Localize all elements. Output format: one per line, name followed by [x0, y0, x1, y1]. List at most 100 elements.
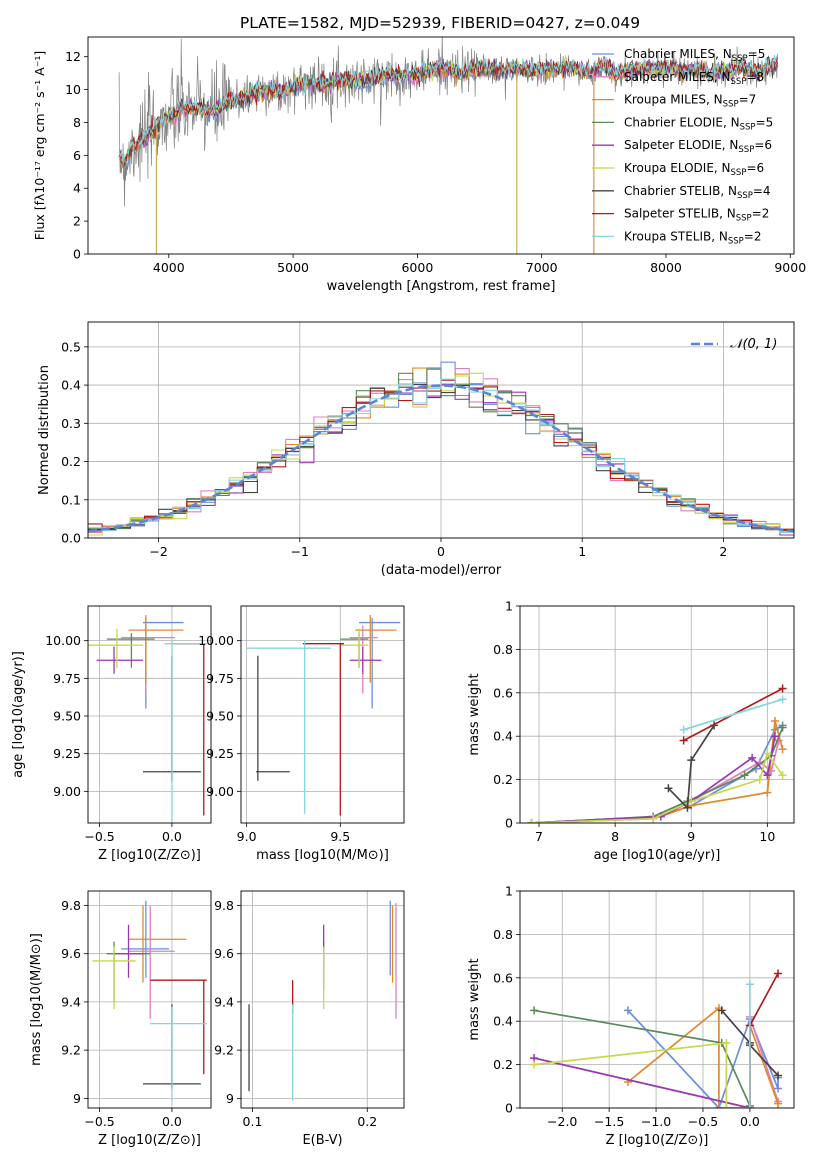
x-tick-label: 4000: [153, 260, 185, 275]
legend-entry: Kroupa ELODIE, NSSP=6: [624, 161, 764, 178]
axes-frame: [87, 605, 212, 824]
x-tick-label: 6000: [401, 260, 433, 275]
y-tick-label: 9.00: [206, 784, 234, 799]
axes-frame: [519, 605, 795, 824]
y-tick-label: 0.1: [61, 492, 81, 507]
legend-entry: Salpeter ELODIE, NSSP=6: [624, 138, 772, 155]
y-tick-label: 9.50: [206, 709, 234, 724]
weight-marker: [774, 1099, 783, 1108]
y-tick-label: 9.4: [214, 994, 234, 1009]
weight-line-5: [531, 736, 776, 823]
y-tick-label: 0: [73, 247, 81, 262]
weight-line-6: [534, 1041, 750, 1108]
panel-spectrum: 4000 5000 6000 7000 8000 9000 0 2 4 6 8 10 12 wavelen…: [32, 36, 806, 294]
legend-entry: Salpeter STELIB, NSSP=2: [624, 207, 769, 224]
weight-marker: [778, 684, 787, 693]
weight-marker: [770, 717, 779, 726]
x-tick-label: 0.0: [162, 1114, 182, 1129]
x-tick-label: 9000: [774, 260, 806, 275]
weight-marker: [530, 1060, 539, 1069]
y-tick-label: 8: [73, 115, 81, 130]
x-tick-label: −1.0: [641, 1114, 671, 1129]
y-tick-label: 9.8: [61, 898, 81, 913]
x-tick-label: 7000: [526, 260, 558, 275]
x-axis-label: wavelength [Angstrom, rest frame]: [327, 279, 556, 294]
x-axis-label: Z [log10(Z/Z⊙)]: [98, 1133, 201, 1148]
weight-line-6: [531, 751, 784, 823]
weight-marker: [763, 749, 772, 758]
y-tick-label: 0.4: [493, 1014, 513, 1029]
y-tick-label: 6: [73, 148, 81, 163]
x-axis-label: age [log10(age/yr)]: [594, 848, 721, 863]
figure-title: PLATE=1582, MJD=52939, FIBERID=0427, z=0…: [240, 14, 640, 32]
x-tick-label: 0.0: [740, 1114, 760, 1129]
weight-marker: [527, 819, 536, 823]
y-tick-label: 0.6: [493, 685, 513, 700]
weight-line-2: [531, 740, 780, 823]
x-tick-label: 2: [719, 544, 727, 559]
weight-marker: [770, 732, 779, 741]
y-tick-label: 9.00: [53, 784, 81, 799]
x-tick-label: 0.2: [357, 1114, 377, 1129]
x-tick-label: −1: [291, 544, 309, 559]
weight-marker: [774, 1071, 783, 1080]
weight-marker: [679, 725, 688, 734]
weight-marker: [748, 753, 757, 762]
spectrum-legend: Chabrier MILES, NSSP=5 Salpeter MILES, NS…: [592, 47, 773, 246]
y-tick-label: 9.75: [206, 671, 234, 686]
legend-entry: 𝒩(0, 1): [730, 337, 777, 352]
x-tick-label: 5000: [277, 260, 309, 275]
weight-marker: [717, 1006, 726, 1015]
y-tick-label: 4: [73, 181, 81, 196]
x-axis-label: E(B-V): [302, 1133, 342, 1148]
y-tick-label: 0.3: [61, 416, 81, 431]
weight-marker: [763, 788, 772, 797]
y-tick-label: 0.5: [61, 339, 81, 354]
weight-marker: [530, 1006, 539, 1015]
weight-marker: [778, 745, 787, 754]
y-axis-label: mass [log10(M/M⊙)]: [29, 933, 44, 1066]
panel-mass_weight_vs_Z: −2.0 −1.5 −1.0 −0.5 0.0 0 0.2 0.4 0.6 0.8 1 Z [log1…: [467, 884, 795, 1148]
x-tick-label: 7: [535, 829, 543, 844]
weight-marker: [755, 775, 764, 784]
y-tick-label: 9.2: [61, 1043, 81, 1058]
y-tick-label: 0.4: [61, 378, 81, 393]
weight-marker: [623, 1006, 632, 1015]
weight-marker: [778, 771, 787, 780]
y-tick-label: 1: [505, 884, 513, 899]
model-spectrum-9: [118, 54, 778, 164]
y-tick-label: 9: [226, 1091, 234, 1106]
y-tick-label: 9: [73, 1091, 81, 1106]
weight-marker: [745, 980, 754, 989]
weight-line-7: [667, 724, 715, 810]
axes-frame: [240, 605, 405, 824]
legend-entry: Salpeter MILES, NSSP=8: [624, 70, 764, 87]
x-axis-label: Z [log10(Z/Z⊙)]: [98, 848, 201, 863]
weight-marker: [745, 1104, 754, 1108]
x-tick-label: 9.5: [330, 829, 350, 844]
axes-frame: [519, 890, 795, 1109]
y-tick-label: 0: [505, 816, 513, 831]
legend-entry: Chabrier MILES, NSSP=5: [624, 47, 765, 64]
panel-mass_vs_Z: −0.5 0.0 9 9.2 9.4 9.6 9.8 Z [log10(Z/Z⊙)] mass …: [29, 890, 212, 1148]
weight-line-3: [627, 1006, 779, 1108]
x-tick-label: 8: [611, 829, 619, 844]
y-axis-label: mass weight: [467, 673, 482, 755]
x-tick-label: 0.1: [243, 1114, 263, 1129]
panel-mass_vs_EBV: 0.1 0.2 9 9.2 9.4 9.6 9.8 E(B-V): [214, 890, 405, 1148]
y-tick-label: 0.0: [61, 531, 81, 546]
weight-marker: [664, 784, 673, 793]
x-tick-label: 10: [759, 829, 775, 844]
x-tick-label: −0.5: [84, 1114, 114, 1129]
y-axis-label: mass weight: [467, 958, 482, 1040]
weight-marker: [714, 1104, 723, 1108]
weight-marker: [722, 1038, 731, 1047]
weight-marker: [763, 771, 772, 780]
y-tick-label: 0.2: [61, 454, 81, 469]
axes-frame: [87, 890, 212, 1109]
weight-line-9: [683, 698, 783, 731]
x-tick-label: −1.5: [594, 1114, 624, 1129]
y-tick-label: 2: [73, 214, 81, 229]
y-tick-label: 12: [65, 49, 81, 64]
